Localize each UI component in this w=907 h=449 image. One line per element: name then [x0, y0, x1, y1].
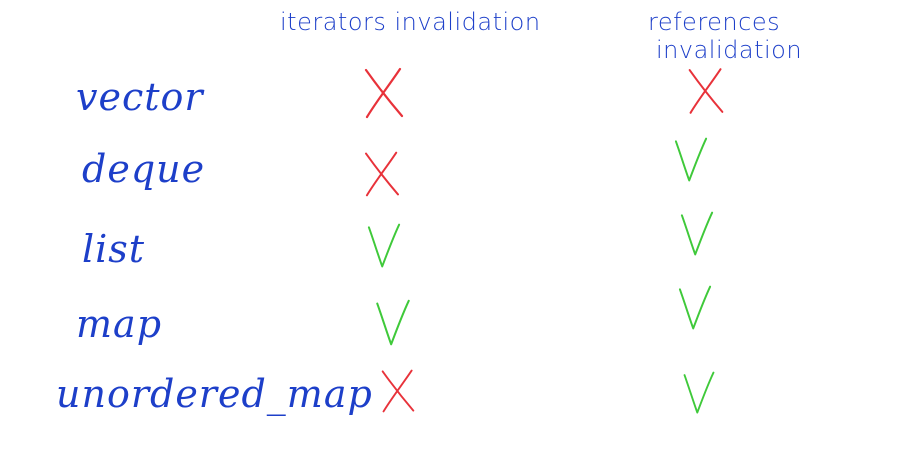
row-label-map: map	[76, 302, 163, 346]
header-iterators-invalidation: iterators invalidation	[280, 8, 541, 36]
header-references: references	[648, 8, 781, 36]
mark-unordered-map-references	[683, 371, 715, 414]
row-label-deque: deque	[82, 147, 206, 191]
mark-unordered-map-iterators	[381, 369, 415, 413]
mark-vector-iterators	[364, 67, 404, 119]
header-invalidation: invalidation	[656, 36, 803, 64]
row-label-vector: vector	[76, 75, 204, 119]
mark-deque-references	[674, 137, 708, 182]
mark-map-references	[678, 285, 712, 330]
mark-deque-iterators	[365, 151, 399, 197]
mark-vector-references	[688, 68, 724, 114]
mark-list-references	[680, 211, 714, 256]
row-label-list: list	[82, 227, 146, 271]
mark-list-iterators	[367, 223, 401, 268]
row-label-unordered-map: unordered_map	[56, 372, 373, 416]
mark-map-iterators	[376, 299, 410, 346]
